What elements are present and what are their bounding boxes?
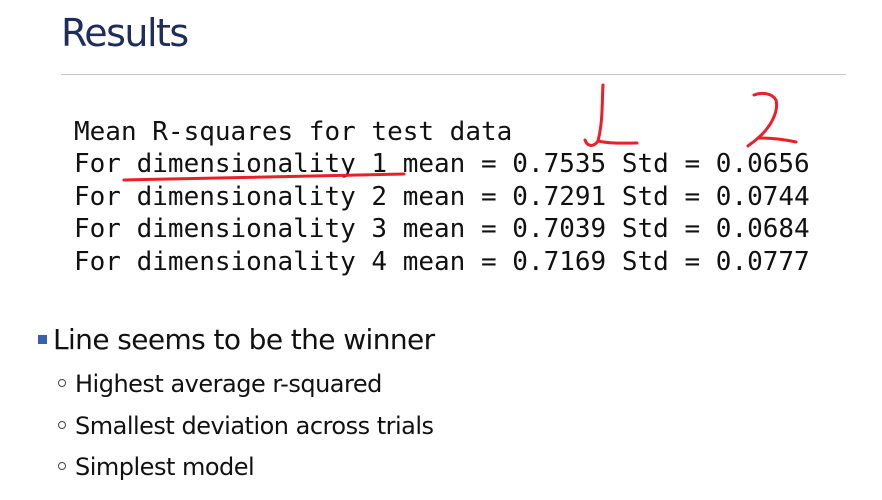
sub-bullet-text: Simplest model	[75, 453, 255, 481]
sub-bullet-text: Highest average r-squared	[75, 370, 382, 398]
console-output: Mean R-squares for test data For dimensio…	[74, 116, 810, 278]
sub-bullet-text: Smallest deviation across trials	[75, 411, 434, 440]
circle-bullet-icon	[58, 379, 66, 387]
sub-bullet-item: Highest average r-squared	[58, 364, 434, 406]
circle-bullet-icon	[58, 462, 66, 470]
output-line-dim-4: For dimensionality 4 mean = 0.7169 Std =…	[74, 246, 810, 277]
output-line-dim-2: For dimensionality 2 mean = 0.7291 Std =…	[74, 181, 810, 212]
square-bullet-icon	[38, 335, 47, 344]
main-bullet: Line seems to be the winner	[38, 322, 435, 358]
slide-title: Results	[61, 11, 189, 55]
output-line-header: Mean R-squares for test data	[74, 117, 513, 147]
circle-bullet-icon	[58, 420, 66, 429]
sub-bullet-item: Simplest model	[58, 447, 434, 489]
sub-bullet-item: Smallest deviation across trials	[58, 406, 434, 448]
main-bullet-text: Line seems to be the winner	[53, 323, 435, 356]
output-line-dim-3: For dimensionality 3 mean = 0.7039 Std =…	[74, 214, 810, 245]
title-divider	[61, 74, 846, 75]
sub-bullet-list: Highest average r-squared Smallest devia…	[58, 364, 434, 489]
output-line-dim-1: For dimensionality 1 mean = 0.7535 Std =…	[74, 149, 810, 180]
